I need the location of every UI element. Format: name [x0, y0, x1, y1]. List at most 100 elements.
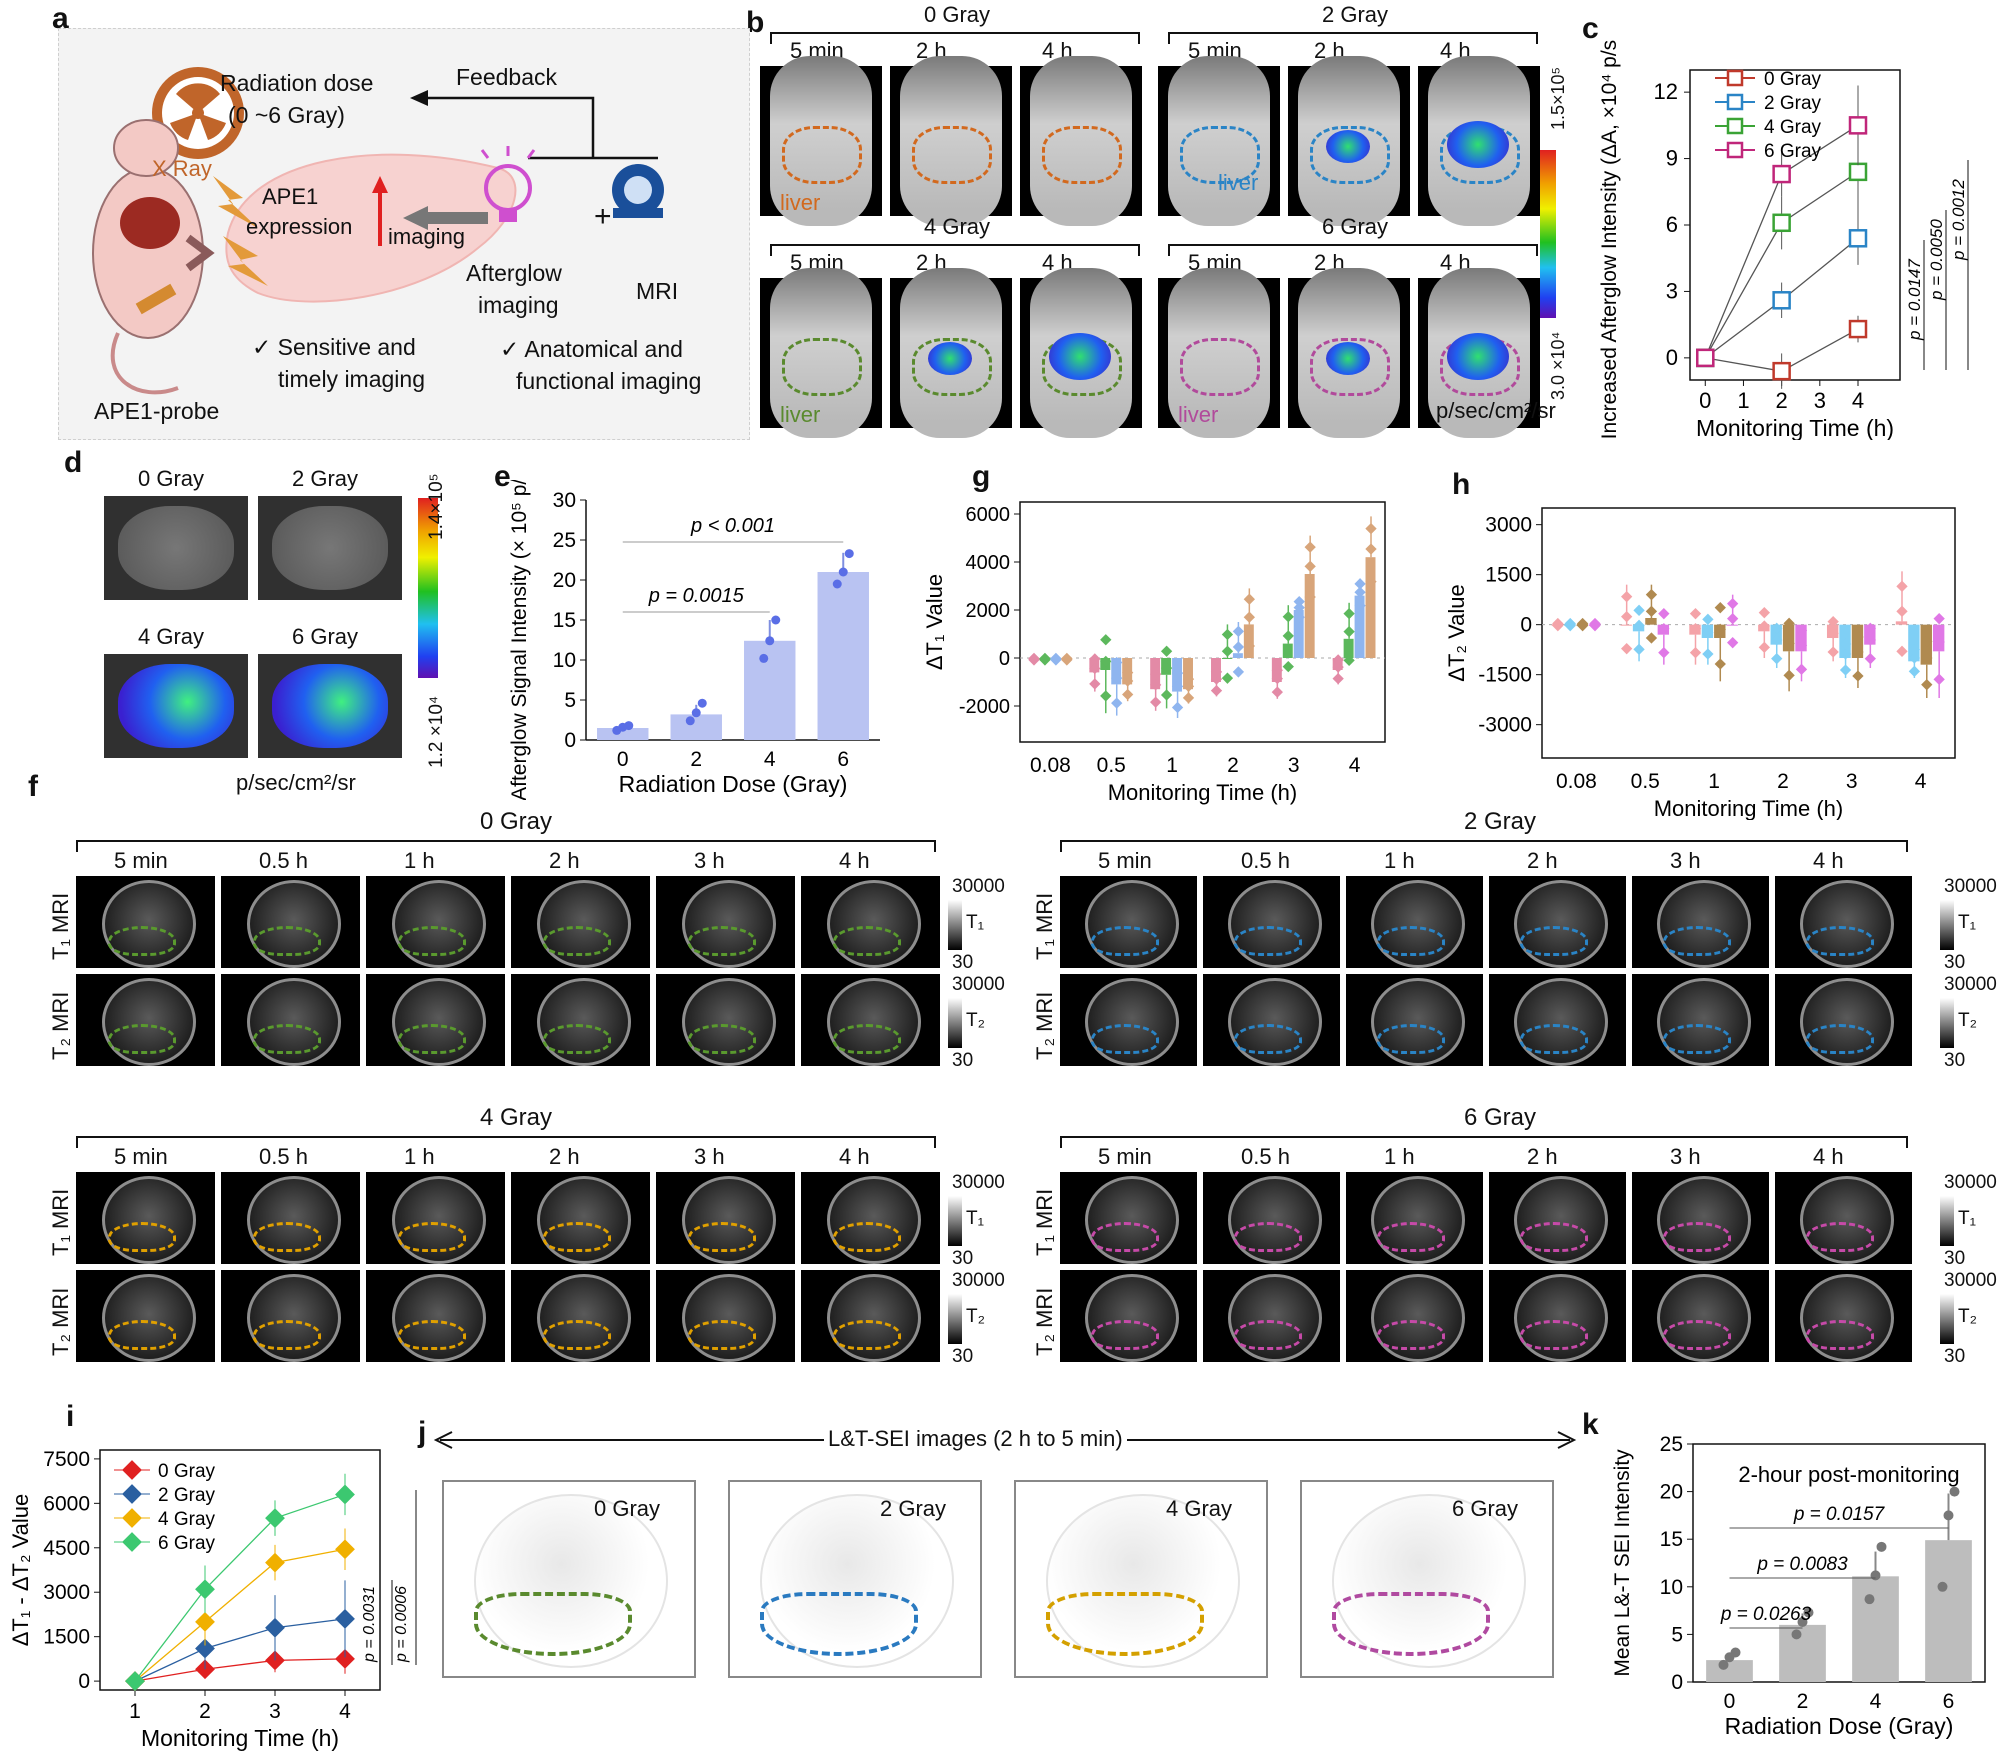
- data-point: [1771, 622, 1783, 634]
- data-point: [1221, 645, 1234, 657]
- data-point: [1243, 593, 1255, 605]
- scale-channel: T₂: [1958, 1306, 1977, 1327]
- scale-min: 30: [952, 1346, 974, 1367]
- y-tick-label: 6: [1666, 212, 1678, 237]
- liver-roi: [1332, 1592, 1490, 1656]
- sei-label: 2 Gray: [880, 1496, 947, 1521]
- liver-roi: [107, 1222, 176, 1252]
- liver-label: liver: [1178, 402, 1219, 427]
- bar: [1864, 624, 1876, 645]
- t1-mri-image: [1489, 1172, 1626, 1264]
- time-label: 4 h: [839, 1144, 870, 1169]
- afterglow-imaging-label: imaging: [478, 292, 559, 318]
- legend-label: 0 Gray: [1764, 69, 1822, 90]
- t1-mri-image: [1346, 1172, 1483, 1264]
- data-point: [1921, 635, 1933, 647]
- data-point: [1100, 690, 1112, 702]
- bar: [670, 714, 722, 740]
- sei-label: 4 Gray: [1166, 1496, 1233, 1521]
- t2-mri-image: [1632, 974, 1769, 1066]
- y-tick-label: 6000: [966, 504, 1011, 526]
- data-point: [1839, 638, 1852, 650]
- group-title: 2 Gray: [1460, 808, 1541, 836]
- t2-mri-image: [221, 1270, 360, 1362]
- liver-roi: [107, 1320, 176, 1350]
- sei-image: 6 Gray: [1300, 1480, 1554, 1678]
- scale-max: 30000: [1944, 1270, 1997, 1291]
- group-title: 0 Gray: [476, 808, 557, 836]
- t2-mri-image: [656, 974, 795, 1066]
- organ-tissue: [118, 506, 234, 590]
- scale-channel: T₁: [966, 1208, 985, 1229]
- data-point: [1852, 670, 1864, 682]
- group-bracket: [1060, 1136, 1908, 1148]
- organ-label: 0 Gray: [138, 466, 205, 491]
- liver-roi: [687, 926, 756, 956]
- y-tick-label: -3000: [1478, 714, 1532, 737]
- panel-label-a: a: [52, 2, 69, 35]
- t1-mri-image: [76, 1172, 215, 1264]
- y-axis-label: ΔT₁ - ΔT₂ Value: [8, 1494, 33, 1647]
- y-tick-label: 0: [78, 1670, 90, 1693]
- x-axis-label: Monitoring Time (h): [1108, 780, 1298, 805]
- check-timely: timely imaging: [278, 366, 425, 392]
- time-label: 5 min: [114, 848, 168, 873]
- time-label: 2 h: [1527, 1144, 1558, 1169]
- y-tick-label: 3000: [1485, 514, 1532, 537]
- check-functional: functional imaging: [516, 368, 702, 394]
- time-label: 2 h: [1527, 848, 1558, 873]
- liver-roi: [1519, 1320, 1588, 1350]
- chart-h: -3000 -1500 0 1500 3000 0.08 0.5 1 2 3 4 Monitoring…: [1444, 507, 1956, 820]
- data-point: [1689, 647, 1702, 659]
- data-point: [1864, 1594, 1875, 1605]
- t2-mri-image: [511, 974, 650, 1066]
- data-point: [1039, 652, 1051, 665]
- time-label: 3 h: [694, 1144, 725, 1169]
- organ-label: 4 Gray: [138, 624, 205, 649]
- group-bracket: [76, 840, 936, 852]
- data-point: [1937, 1581, 1948, 1592]
- panel-label-k: k: [1582, 1408, 1599, 1441]
- data-point: [1689, 608, 1702, 620]
- data-point: [1714, 602, 1726, 614]
- liver-roi: [1376, 926, 1445, 956]
- liver-roi: [832, 1222, 901, 1252]
- data-point: [1772, 213, 1791, 233]
- liver-roi: [1805, 1222, 1874, 1252]
- gray-scale-bar: [948, 900, 962, 950]
- data-point: [1633, 604, 1645, 616]
- t2-mri-image: [1775, 1270, 1912, 1362]
- organ-image: [104, 654, 248, 758]
- data-point: [1645, 589, 1658, 601]
- panel-label-c: c: [1582, 12, 1599, 45]
- t2-mri-image: [1346, 1270, 1483, 1362]
- bar: [1354, 595, 1365, 658]
- data-point: [265, 1552, 285, 1573]
- x-tick-label: 0.5: [1631, 770, 1660, 793]
- t1-mri-image: [366, 1172, 505, 1264]
- organ-label: 2 Gray: [292, 466, 359, 491]
- data-point: [1772, 361, 1791, 381]
- panel-d-unit: p/sec/cm²/sr: [236, 770, 356, 795]
- data-point: [685, 716, 695, 726]
- data-point: [1645, 605, 1658, 617]
- legend-marker: [1726, 69, 1744, 87]
- liver-roi: [1042, 126, 1122, 184]
- t2-mri-image: [1489, 974, 1626, 1066]
- data-point: [1150, 696, 1162, 708]
- x-axis-label: Monitoring Time (h): [1654, 796, 1844, 820]
- afterglow-signal: [928, 342, 972, 375]
- data-point: [1089, 678, 1101, 690]
- y-tick-label: 30: [553, 489, 576, 512]
- data-point: [1864, 653, 1876, 665]
- liver-roi: [1310, 126, 1390, 184]
- gray-scale-bar: [1940, 1196, 1954, 1246]
- data-point: [1621, 643, 1633, 655]
- t1-mri-image: [1346, 876, 1483, 968]
- time-label: 1 h: [1384, 1144, 1415, 1169]
- dose-range-label: (0 ~6 Gray): [228, 102, 345, 128]
- legend-marker: [122, 1508, 142, 1528]
- data-point: [1795, 663, 1808, 675]
- group-title: 4 Gray: [476, 1104, 557, 1132]
